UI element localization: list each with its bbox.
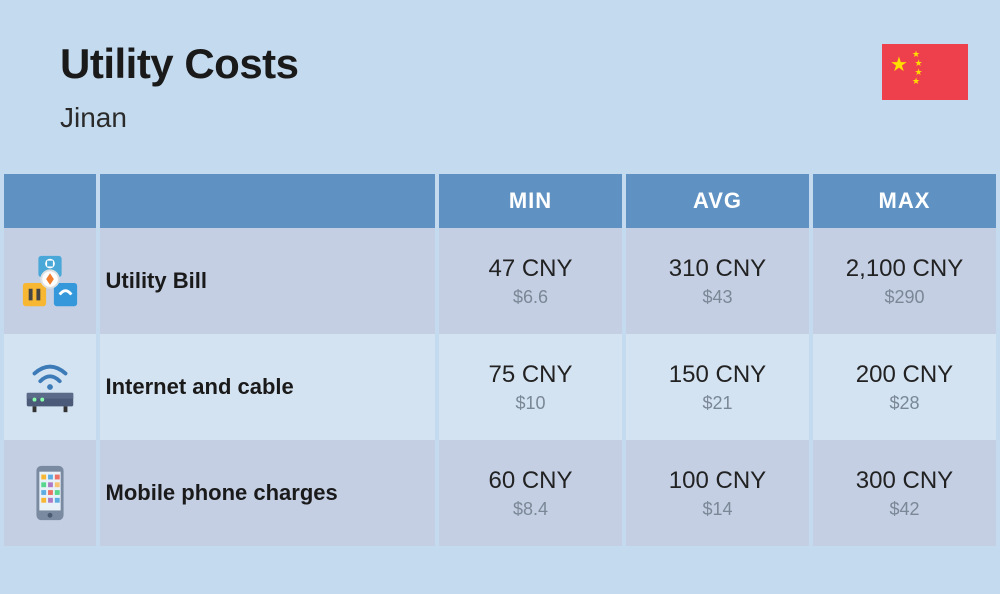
col-avg: AVG <box>626 174 809 228</box>
header-blank-label <box>100 174 436 228</box>
router-icon <box>4 334 96 440</box>
cell-min: 75 CNY $10 <box>439 334 622 440</box>
cny-value: 300 CNY <box>821 467 988 495</box>
costs-table: MIN AVG MAX Utility Bill <box>0 174 1000 546</box>
cny-value: 200 CNY <box>821 361 988 389</box>
cell-max: 2,100 CNY $290 <box>813 228 996 334</box>
cell-min: 60 CNY $8.4 <box>439 440 622 546</box>
row-label: Internet and cable <box>100 334 436 440</box>
page-subtitle: Jinan <box>60 102 940 134</box>
usd-value: $8.4 <box>447 499 614 520</box>
table-row: Internet and cable 75 CNY $10 150 CNY $2… <box>4 334 996 440</box>
cell-max: 200 CNY $28 <box>813 334 996 440</box>
row-label: Mobile phone charges <box>100 440 436 546</box>
smartphone-icon <box>4 440 96 546</box>
cny-value: 47 CNY <box>447 255 614 283</box>
cell-max: 300 CNY $42 <box>813 440 996 546</box>
usd-value: $42 <box>821 499 988 520</box>
cell-min: 47 CNY $6.6 <box>439 228 622 334</box>
usd-value: $6.6 <box>447 287 614 308</box>
table-row: Mobile phone charges 60 CNY $8.4 100 CNY… <box>4 440 996 546</box>
table-header-row: MIN AVG MAX <box>4 174 996 228</box>
cny-value: 100 CNY <box>634 467 801 495</box>
cell-avg: 310 CNY $43 <box>626 228 809 334</box>
cell-avg: 150 CNY $21 <box>626 334 809 440</box>
col-max: MAX <box>813 174 996 228</box>
cny-value: 310 CNY <box>634 255 801 283</box>
cny-value: 2,100 CNY <box>821 255 988 283</box>
china-flag-icon: ★ ★ ★ ★★ <box>882 44 968 100</box>
cny-value: 150 CNY <box>634 361 801 389</box>
table-row: Utility Bill 47 CNY $6.6 310 CNY $43 2,1… <box>4 228 996 334</box>
usd-value: $28 <box>821 393 988 414</box>
cny-value: 60 CNY <box>447 467 614 495</box>
usd-value: $43 <box>634 287 801 308</box>
col-min: MIN <box>439 174 622 228</box>
usd-value: $21 <box>634 393 801 414</box>
usd-value: $290 <box>821 287 988 308</box>
header: Utility Costs Jinan ★ ★ ★ ★★ <box>0 0 1000 174</box>
cell-avg: 100 CNY $14 <box>626 440 809 546</box>
usd-value: $14 <box>634 499 801 520</box>
usd-value: $10 <box>447 393 614 414</box>
row-label: Utility Bill <box>100 228 436 334</box>
header-blank-icon <box>4 174 96 228</box>
page-title: Utility Costs <box>60 40 940 88</box>
utility-bill-icon <box>4 228 96 334</box>
cny-value: 75 CNY <box>447 361 614 389</box>
